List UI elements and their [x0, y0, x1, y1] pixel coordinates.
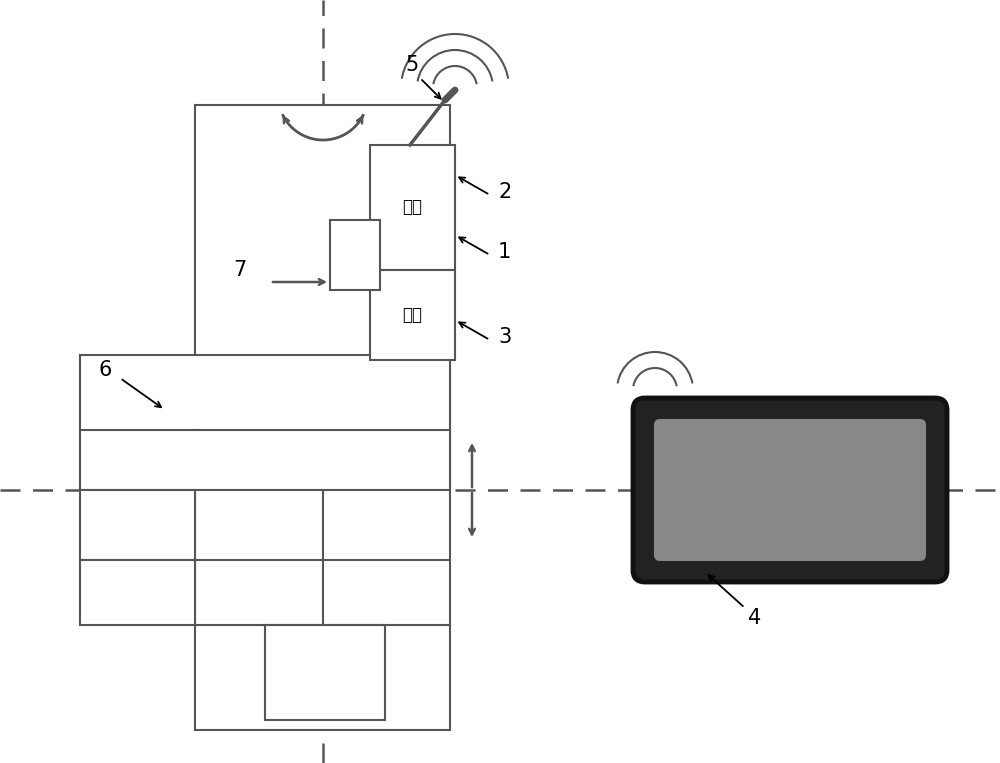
Text: 7: 7 [233, 260, 247, 280]
Bar [80, 490, 195, 560]
Bar [370, 270, 455, 360]
Text: 6: 6 [98, 360, 112, 380]
Bar [330, 220, 380, 290]
FancyBboxPatch shape [633, 398, 947, 582]
Text: 3: 3 [498, 327, 511, 347]
Bar [195, 105, 450, 730]
Text: 2: 2 [498, 182, 511, 202]
FancyBboxPatch shape [654, 419, 926, 561]
Text: 通信: 通信 [402, 198, 422, 216]
Text: 1: 1 [498, 242, 511, 262]
Bar [265, 625, 385, 720]
Bar [370, 145, 455, 270]
Bar [80, 560, 195, 625]
Text: 电源: 电源 [402, 306, 422, 324]
Text: 4: 4 [748, 608, 762, 628]
Text: 5: 5 [405, 55, 419, 75]
Bar [80, 355, 450, 490]
